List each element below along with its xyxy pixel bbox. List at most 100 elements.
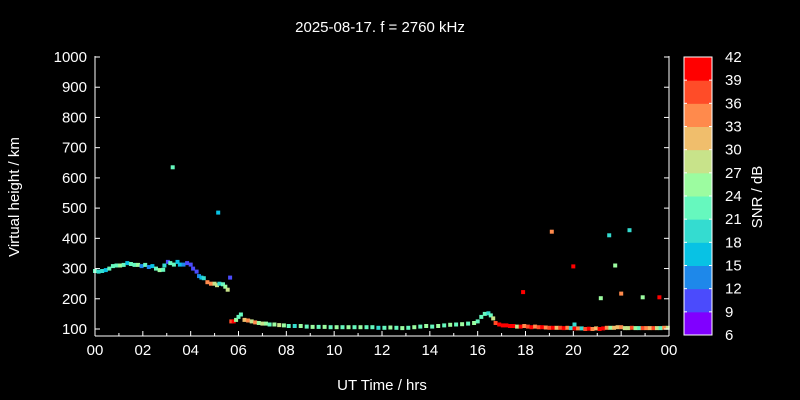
- data-point: [170, 165, 175, 170]
- colorbar-tick-label: 9: [725, 304, 733, 321]
- data-point: [229, 319, 234, 324]
- data-point: [246, 318, 251, 323]
- colorbar-tick-label: 39: [725, 72, 742, 89]
- data-point: [598, 296, 603, 301]
- colorbar-band: [684, 57, 712, 81]
- data-point: [154, 266, 158, 271]
- data-point: [310, 324, 315, 329]
- data-point: [466, 321, 471, 326]
- data-point: [249, 319, 254, 324]
- data-point: [188, 262, 193, 267]
- data-point: [637, 326, 642, 331]
- data-point: [194, 269, 199, 274]
- data-point: [358, 325, 363, 330]
- data-point: [655, 326, 659, 331]
- colorbar-tick-label: 21: [725, 211, 742, 228]
- data-point: [277, 323, 282, 328]
- data-point: [382, 325, 387, 330]
- x-tick-label: 20: [565, 342, 582, 359]
- data-point: [619, 291, 624, 296]
- data-point: [475, 319, 480, 324]
- data-point: [217, 281, 222, 286]
- y-tick-label: 500: [62, 200, 87, 217]
- data-point: [608, 325, 613, 330]
- data-point: [522, 324, 527, 328]
- y-tick-label: 600: [62, 170, 87, 187]
- data-point: [525, 324, 530, 329]
- data-point: [547, 325, 552, 330]
- x-tick-label: 00: [661, 342, 678, 359]
- data-point: [491, 316, 496, 321]
- data-point: [201, 276, 206, 281]
- colorbar-band: [684, 219, 712, 243]
- colorbar-label: SNR / dB: [749, 166, 766, 229]
- data-point: [304, 324, 309, 329]
- colorbar-tick-label: 30: [725, 142, 742, 159]
- data-point: [651, 326, 656, 331]
- data-point: [436, 324, 441, 328]
- data-point: [209, 281, 213, 286]
- data-point: [448, 322, 453, 327]
- y-tick-label: 700: [62, 140, 87, 157]
- data-point: [568, 326, 573, 331]
- data-point: [107, 266, 112, 271]
- data-point: [346, 325, 351, 330]
- data-point: [504, 323, 509, 328]
- data-point: [256, 321, 261, 325]
- data-point: [424, 324, 429, 328]
- data-point: [253, 320, 258, 325]
- x-tick-label: 16: [469, 342, 486, 359]
- data-point: [376, 325, 381, 330]
- y-tick-label: 100: [62, 321, 87, 338]
- data-point: [161, 267, 166, 272]
- x-tick-label: 10: [326, 342, 343, 359]
- x-tick-label: 18: [517, 342, 534, 359]
- data-point: [197, 274, 201, 279]
- data-point: [622, 326, 627, 331]
- data-point: [644, 326, 649, 331]
- data-point: [590, 327, 595, 331]
- colorbar-band: [684, 196, 712, 220]
- data-point: [486, 311, 491, 316]
- data-point: [260, 321, 265, 326]
- y-tick-label: 900: [62, 79, 87, 96]
- x-tick-label: 00: [87, 342, 104, 359]
- data-point: [612, 325, 616, 330]
- data-point: [388, 325, 393, 330]
- data-point: [238, 312, 243, 317]
- colorbar-tick-label: 18: [725, 234, 742, 251]
- data-points: [93, 165, 670, 331]
- data-point: [199, 275, 204, 280]
- data-point: [586, 326, 591, 331]
- data-point: [139, 264, 144, 269]
- colorbar-band: [684, 265, 712, 290]
- colorbar: 6 9 12 15 18 21 24 27 30 33 36 39 42: [683, 49, 742, 344]
- data-point: [103, 268, 108, 273]
- data-point: [298, 324, 303, 328]
- data-point: [114, 263, 119, 268]
- colorbar-tick-label: 36: [725, 95, 742, 112]
- colorbar-band: [684, 172, 712, 197]
- data-point: [181, 262, 186, 267]
- data-point: [576, 326, 581, 331]
- data-point: [515, 324, 520, 329]
- data-point: [571, 264, 576, 269]
- data-point: [493, 321, 498, 325]
- colorbar-band: [684, 311, 712, 336]
- data-point: [215, 283, 219, 288]
- data-point: [340, 325, 345, 330]
- data-point: [430, 324, 435, 329]
- data-point: [629, 325, 634, 330]
- y-axis-label: Virtual height / km: [6, 137, 23, 257]
- data-point: [96, 269, 101, 274]
- data-point: [223, 284, 228, 289]
- data-point: [216, 210, 221, 215]
- data-point: [228, 275, 233, 280]
- data-point: [488, 313, 493, 318]
- data-point: [472, 321, 477, 325]
- data-point: [168, 261, 173, 266]
- data-point: [221, 282, 225, 287]
- data-point: [418, 324, 423, 329]
